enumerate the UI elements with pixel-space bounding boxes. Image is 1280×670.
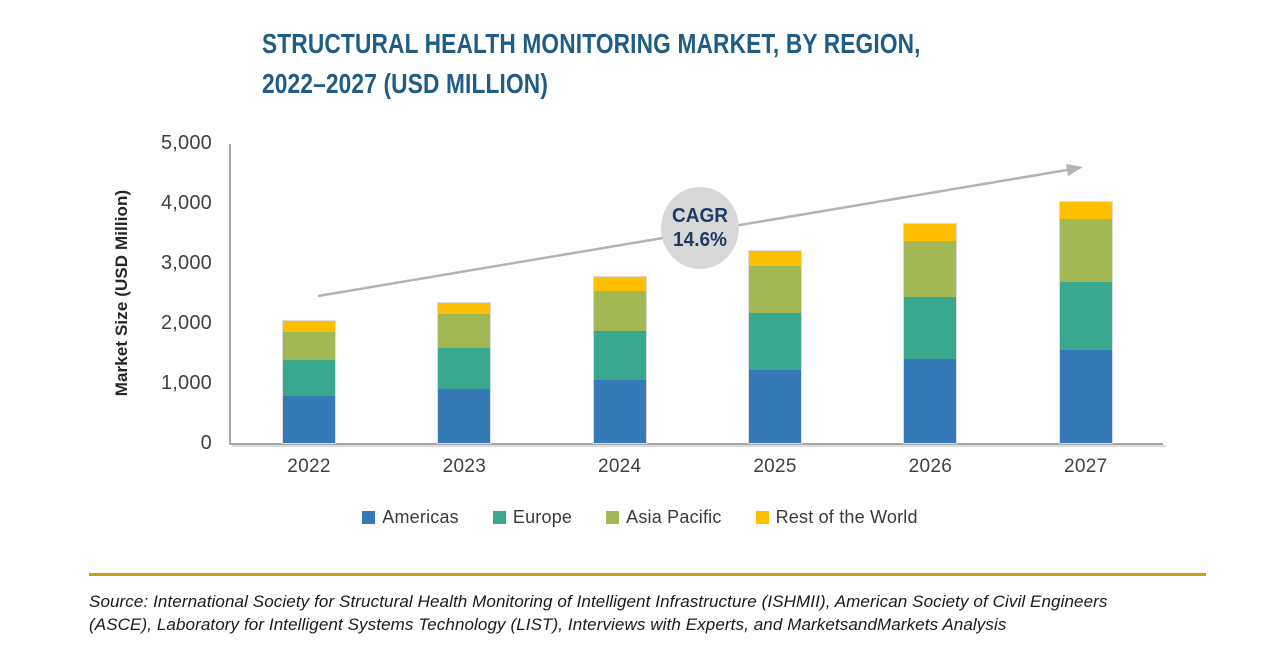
y-tick-0: 0 (200, 432, 212, 454)
chart-title-line1: STRUCTURAL HEALTH MONITORING MARKET, BY … (262, 28, 921, 59)
y-tick-4,000: 4,000 (160, 192, 212, 214)
x-label-2023: 2023 (442, 456, 487, 477)
segment-asia-pacific-2023 (438, 313, 491, 348)
segment-europe-2025 (749, 313, 802, 370)
legend-item-asia-pacific: Asia Pacific (606, 507, 721, 528)
y-axis-line (229, 144, 231, 444)
y-tick-5,000: 5,000 (160, 132, 212, 154)
legend-swatch-asia-pacific (606, 511, 620, 524)
gold-divider (89, 573, 1206, 576)
segment-americas-2023 (438, 389, 491, 443)
legend-label: Americas (382, 507, 459, 527)
segment-europe-2024 (593, 330, 646, 380)
cagr-badge: CAGR 14.6% (661, 187, 739, 269)
chart-title-line2: 2022–2027 (USD MILLION) (262, 68, 549, 99)
y-tick-2,000: 2,000 (160, 312, 212, 334)
legend-item-europe: Europe (492, 507, 573, 528)
legend-label: Rest of the World (775, 507, 918, 527)
bar-2022 (282, 319, 336, 444)
legend-swatch-europe (492, 511, 506, 524)
legend-label: Asia Pacific (626, 507, 722, 527)
source-note: Source: International Society for Struct… (89, 590, 1229, 636)
legend-item-americas: Americas (362, 507, 459, 528)
segment-europe-2026 (904, 296, 957, 359)
bar-2025 (748, 249, 803, 444)
bar-2027 (1058, 200, 1113, 444)
x-label-2022: 2022 (287, 456, 331, 477)
segment-asia-pacific-2024 (593, 291, 646, 331)
segment-rest-of-the-world-2022 (283, 320, 335, 333)
segment-asia-pacific-2027 (1059, 218, 1112, 282)
segment-rest-of-the-world-2025 (749, 250, 802, 267)
x-axis-line (229, 443, 1163, 445)
segment-americas-2024 (593, 379, 646, 443)
cagr-label: CAGR (672, 205, 728, 227)
segment-rest-of-the-world-2026 (904, 223, 957, 241)
y-tick-1,000: 1,000 (160, 372, 212, 394)
segment-europe-2027 (1059, 281, 1112, 350)
x-label-2026: 2026 (908, 456, 953, 477)
chart-title: STRUCTURAL HEALTH MONITORING MARKET, BY … (262, 24, 921, 104)
bar-2026 (903, 222, 958, 444)
cagr-value: 14.6% (673, 229, 727, 251)
legend-swatch-rest-of-the-world (755, 511, 769, 524)
y-tick-3,000: 3,000 (160, 252, 212, 274)
segment-europe-2023 (438, 347, 491, 390)
segment-rest-of-the-world-2027 (1059, 201, 1112, 219)
bar-2024 (592, 275, 647, 444)
legend-label: Europe (512, 507, 573, 527)
source-line1: Source: International Society for Struct… (89, 592, 1108, 611)
legend-item-rest-of-the-world: Rest of the World (755, 507, 918, 528)
segment-europe-2022 (283, 359, 335, 397)
source-line2: (ASCE), Laboratory for Intelligent Syste… (89, 615, 1007, 634)
x-label-2027: 2027 (1064, 456, 1108, 477)
x-label-2025: 2025 (753, 456, 797, 477)
segment-asia-pacific-2022 (283, 332, 335, 360)
segment-rest-of-the-world-2024 (593, 276, 646, 292)
segment-americas-2022 (283, 396, 335, 443)
legend: Americas Europe Asia Pacific Rest of the Wo… (0, 507, 1280, 528)
segment-rest-of-the-world-2023 (438, 302, 491, 314)
x-axis-line-shadow (232, 445, 1166, 447)
segment-americas-2025 (749, 369, 802, 443)
segment-americas-2026 (904, 358, 957, 443)
legend-swatch-americas (362, 511, 376, 524)
y-axis-title: Market Size (USD Million) (112, 189, 131, 397)
x-label-2024: 2024 (597, 456, 642, 477)
segment-asia-pacific-2026 (904, 240, 957, 297)
segment-americas-2027 (1059, 349, 1112, 443)
segment-asia-pacific-2025 (749, 266, 802, 314)
bar-2023 (437, 301, 492, 444)
